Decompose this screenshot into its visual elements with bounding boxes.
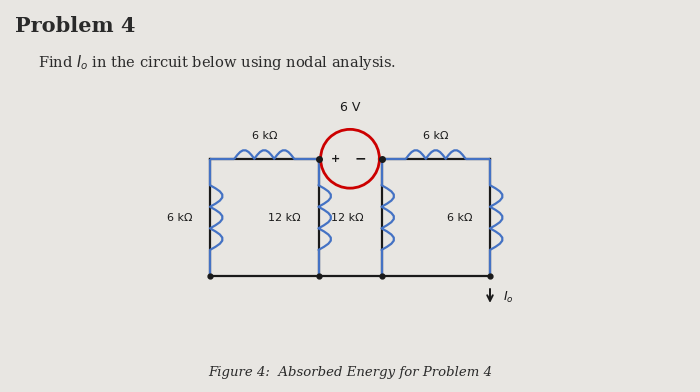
Text: Find $I_o$ in the circuit below using nodal analysis.: Find $I_o$ in the circuit below using no… [38,53,396,72]
Text: 6 V: 6 V [340,101,360,114]
Text: +: + [330,154,340,164]
Text: 12 kΩ: 12 kΩ [268,212,301,223]
Text: 12 kΩ: 12 kΩ [331,212,364,223]
Text: $I_o$: $I_o$ [503,290,513,305]
Text: Problem 4: Problem 4 [15,16,136,36]
Text: 6 kΩ: 6 kΩ [423,131,449,141]
Text: Figure 4:  Absorbed Energy for Problem 4: Figure 4: Absorbed Energy for Problem 4 [208,367,492,379]
Text: 6 kΩ: 6 kΩ [447,212,473,223]
Text: −: − [354,152,366,166]
Text: 6 kΩ: 6 kΩ [167,212,192,223]
Text: 6 kΩ: 6 kΩ [251,131,277,141]
